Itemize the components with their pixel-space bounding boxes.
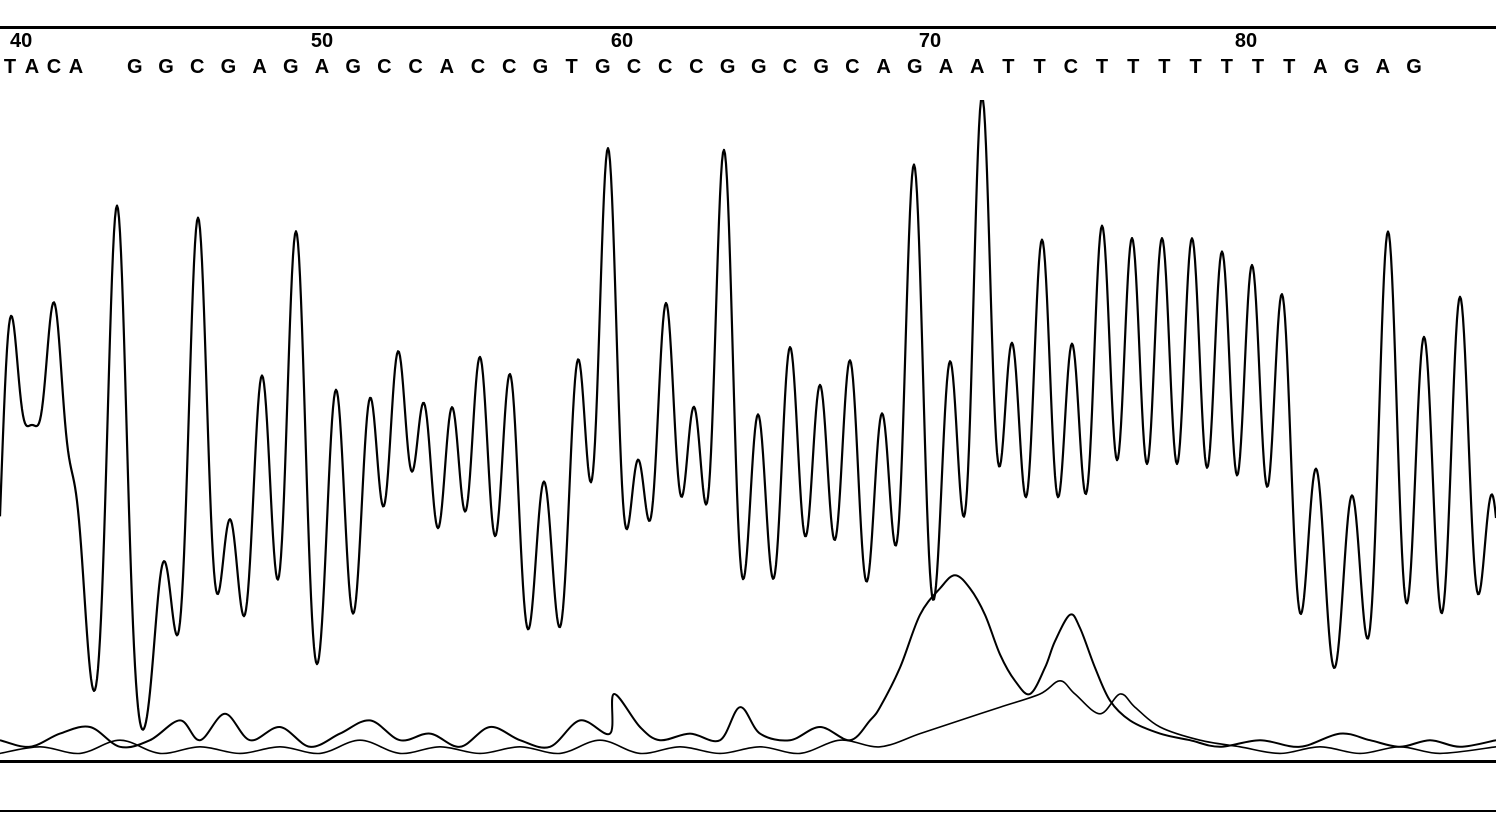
base-call: C [689, 56, 703, 79]
base-call: G [221, 56, 237, 79]
base-call: C [627, 56, 641, 79]
base-call: C [47, 56, 61, 79]
base-call: T [1002, 56, 1014, 79]
base-call: A [315, 56, 329, 79]
ruler-tick: 70 [919, 30, 941, 53]
chromatogram-figure: 4050607080 TACAGGCGAGAGCCACCGTGCCCGGCGCA… [0, 0, 1496, 824]
base-call: T [1283, 56, 1295, 79]
base-call: C [471, 56, 485, 79]
base-call: T [1033, 56, 1045, 79]
ruler-tick: 50 [311, 30, 333, 53]
ruler-tick: 40 [10, 30, 32, 53]
base-call: A [252, 56, 266, 79]
bottom-rule [0, 810, 1496, 812]
base-call: A [876, 56, 890, 79]
base-call-sequence: TACAGGCGAGAGCCACCGTGCCCGGCGCAGAATTCTTTTT… [0, 56, 1496, 82]
base-call: G [595, 56, 611, 79]
noise-trace [0, 575, 1496, 747]
base-call: T [1189, 56, 1201, 79]
base-call: T [1096, 56, 1108, 79]
base-call: G [1406, 56, 1422, 79]
base-call: G [283, 56, 299, 79]
base-call: T [565, 56, 577, 79]
base-call: C [1064, 56, 1078, 79]
base-call: C [190, 56, 204, 79]
base-call: G [158, 56, 174, 79]
base-call: A [25, 56, 39, 79]
base-call: G [813, 56, 829, 79]
base-call: C [658, 56, 672, 79]
base-call: A [1376, 56, 1390, 79]
main-trace [0, 100, 1496, 730]
base-call: G [533, 56, 549, 79]
base-call: C [502, 56, 516, 79]
base-call: C [845, 56, 859, 79]
base-call: A [939, 56, 953, 79]
base-call: G [127, 56, 143, 79]
chromatogram-plot [0, 100, 1496, 760]
chromatogram-svg [0, 100, 1496, 760]
base-call: A [1313, 56, 1327, 79]
baseline-rule [0, 760, 1496, 763]
ruler-tick: 60 [611, 30, 633, 53]
position-ruler: 40 50 60 70 80 [0, 30, 1496, 52]
base-call: A [970, 56, 984, 79]
base-call: C [783, 56, 797, 79]
base-call: C [408, 56, 422, 79]
ruler-tick: 80 [1235, 30, 1257, 53]
base-call: T [4, 56, 16, 79]
base-call: T [1252, 56, 1264, 79]
base-call: A [69, 56, 83, 79]
base-call: A [440, 56, 454, 79]
base-call: T [1158, 56, 1170, 79]
base-call: T [1221, 56, 1233, 79]
base-call: G [345, 56, 361, 79]
base-call: C [377, 56, 391, 79]
top-rule [0, 26, 1496, 29]
base-call: G [907, 56, 923, 79]
base-call: G [1344, 56, 1360, 79]
base-call: G [751, 56, 767, 79]
base-call: T [1127, 56, 1139, 79]
base-call: G [720, 56, 736, 79]
